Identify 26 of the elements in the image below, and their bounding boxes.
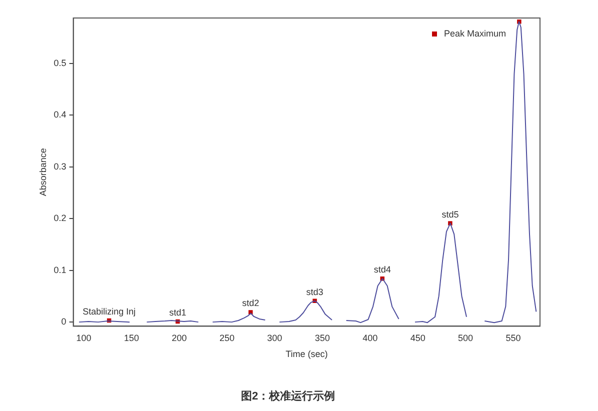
x-tick-label: 300 xyxy=(267,333,282,344)
legend-label: Peak Maximum xyxy=(444,28,506,38)
text: 图2：校准运行示例 xyxy=(240,389,336,402)
annotation: Stabilizing Inj xyxy=(82,306,136,316)
x-tick-label: 500 xyxy=(458,333,474,344)
annotation: std3 xyxy=(306,286,324,297)
annotation: std2 xyxy=(242,298,260,308)
x-tick-label: 250 xyxy=(219,333,234,344)
y-axis-title: Absorbance xyxy=(38,148,48,196)
x-tick-label: 200 xyxy=(172,333,187,344)
x-tick-label: 550 xyxy=(506,333,521,344)
annotation: std4 xyxy=(374,264,391,275)
y-tick-label: 0.5 xyxy=(54,58,66,68)
x-tick-label: 100 xyxy=(76,333,92,344)
y-tick-label: 0.1 xyxy=(54,264,66,275)
x-tick-label: 150 xyxy=(124,333,140,344)
x-axis-title: Time (sec) xyxy=(286,348,328,359)
annotation: std5 xyxy=(442,209,459,220)
x-tick-label: 400 xyxy=(362,333,378,344)
y-tick-label: 0.3 xyxy=(54,161,66,172)
y-tick-label: 0.4 xyxy=(54,110,66,120)
x-tick-label: 350 xyxy=(314,333,330,344)
y-tick-label: 0 xyxy=(61,316,66,327)
annotation: std1 xyxy=(169,308,186,318)
x-tick-label: 450 xyxy=(410,333,426,344)
y-tick-label: 0.2 xyxy=(54,213,66,224)
